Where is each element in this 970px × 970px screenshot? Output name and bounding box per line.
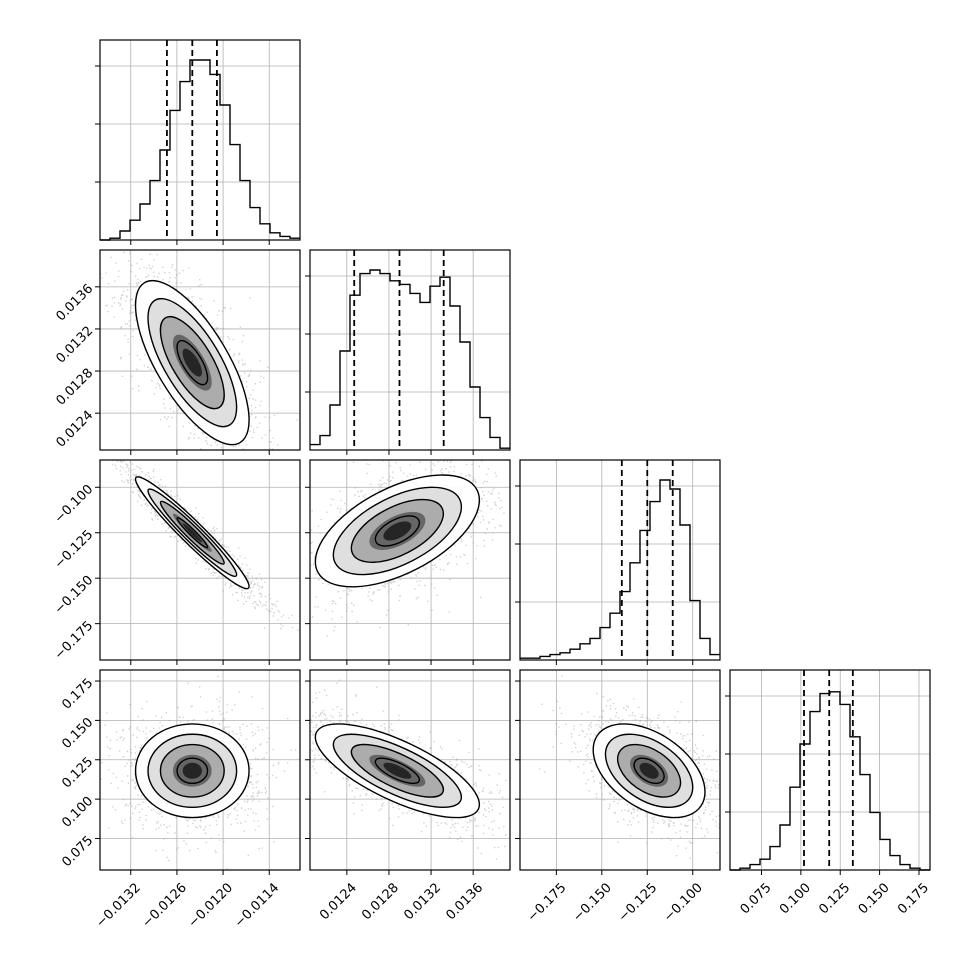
y-tick-label: 0.0136	[54, 282, 97, 325]
x-tick-label: −0.0120	[186, 880, 236, 930]
contour-group	[134, 279, 250, 446]
contour-line	[617, 743, 682, 798]
x-tick-label: 0.0128	[359, 880, 402, 923]
contour-line	[159, 743, 225, 798]
histogram-step	[100, 59, 300, 241]
axes-frame	[519, 669, 721, 871]
contour-line	[314, 474, 481, 588]
axes-frame	[729, 669, 931, 871]
histogram-panel-2	[515, 459, 721, 665]
y-tick-label: −0.125	[52, 527, 97, 572]
contour-line	[134, 279, 250, 446]
contour-line	[374, 757, 421, 785]
scatter-panel-3-1	[305, 669, 511, 875]
y-tick-label: 0.125	[59, 754, 96, 791]
x-tick-label: −0.150	[570, 880, 615, 925]
contour-line	[159, 500, 225, 565]
density-layer	[538, 675, 720, 859]
histogram-step	[310, 269, 510, 449]
contour-group	[314, 723, 481, 819]
axes-frame	[309, 459, 511, 661]
contour-group	[134, 476, 250, 590]
density-fill	[182, 348, 203, 377]
density-fill	[383, 762, 412, 779]
y-tick-label: −0.100	[52, 482, 97, 527]
scatter-panel-1-0	[95, 249, 301, 455]
y-tick-label: 0.150	[59, 715, 96, 752]
contour-line	[374, 515, 421, 547]
contour-line	[147, 488, 238, 578]
contour-line	[134, 723, 250, 819]
axes-frame	[99, 39, 301, 241]
y-tick-label: 0.0132	[54, 324, 97, 367]
contour-line	[159, 315, 225, 410]
axes-frame	[309, 669, 511, 871]
y-tick-label: −0.150	[52, 573, 97, 618]
density-fill	[182, 523, 203, 543]
y-tick-label: −0.175	[52, 618, 97, 663]
x-tick-label: 0.175	[895, 880, 932, 917]
contour-group	[134, 723, 250, 819]
density-layer	[100, 250, 298, 450]
x-tick-label: 0.0124	[317, 880, 360, 923]
x-tick-label: 0.150	[856, 880, 893, 917]
x-tick-label: 0.075	[738, 880, 775, 917]
contour-line	[350, 743, 445, 798]
contour-group	[314, 474, 481, 588]
contour-line	[176, 517, 209, 549]
y-tick-label: 0.075	[59, 833, 96, 870]
x-tick-label: 0.0132	[401, 880, 444, 923]
contour-line	[604, 733, 694, 809]
density-fill	[182, 762, 202, 779]
y-tick-label: 0.0128	[54, 366, 97, 409]
x-tick-label: −0.0126	[139, 880, 189, 930]
scatter-panel-2-1	[305, 459, 511, 665]
density-fill	[639, 762, 659, 779]
contour-line	[592, 723, 706, 819]
density-fill	[383, 521, 412, 541]
contour-line	[350, 498, 445, 563]
density-layer	[310, 679, 507, 860]
density-layer	[100, 460, 299, 631]
histogram-step	[520, 479, 720, 659]
y-tick-label: 0.175	[59, 676, 96, 713]
axes-frame	[519, 459, 721, 661]
x-tick-label: 0.0136	[443, 880, 486, 923]
x-tick-label: 0.100	[777, 880, 814, 917]
density-layer	[100, 675, 297, 870]
x-tick-label: −0.100	[661, 880, 706, 925]
contour-line	[332, 486, 463, 576]
contour-line	[147, 733, 238, 809]
x-tick-label: −0.0132	[93, 880, 143, 930]
scatter-panel-2-0	[95, 459, 301, 665]
contour-group	[592, 723, 706, 819]
histogram-panel-1	[305, 249, 511, 455]
contour-line	[314, 723, 481, 819]
axes-frame	[99, 669, 301, 871]
x-tick-label: −0.125	[616, 880, 661, 925]
y-tick-label: 0.0124	[54, 408, 97, 451]
y-tick-label: 0.100	[59, 794, 96, 831]
contour-line	[147, 297, 238, 428]
density-layer	[310, 460, 505, 637]
contour-line	[332, 733, 463, 809]
contour-line	[633, 757, 665, 785]
x-tick-label: 0.125	[816, 880, 853, 917]
scatter-panel-3-2	[515, 669, 721, 875]
x-tick-label: −0.175	[525, 880, 570, 925]
axes-frame	[99, 459, 301, 661]
contour-line	[176, 339, 209, 386]
x-tick-label: −0.0114	[232, 880, 282, 930]
histogram-panel-0	[95, 39, 301, 245]
axes-frame	[99, 249, 301, 451]
contour-line	[176, 757, 209, 785]
axes-frame	[309, 249, 511, 451]
histogram-panel-3	[725, 669, 931, 875]
scatter-panel-3-0	[95, 669, 301, 875]
contour-line	[134, 476, 250, 590]
